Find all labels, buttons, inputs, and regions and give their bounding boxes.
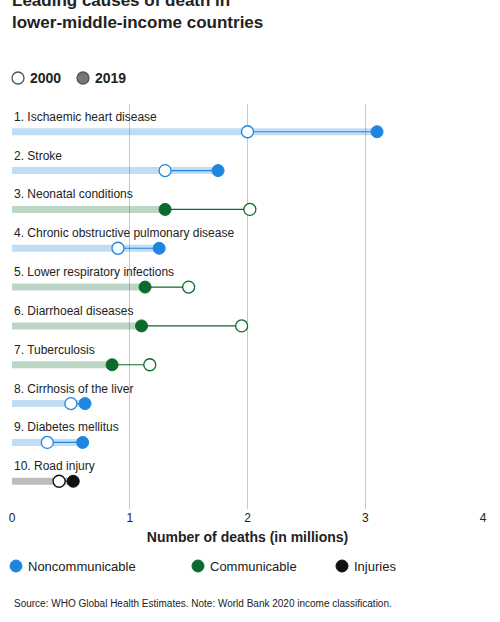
- svg-text:1. Ischaemic heart disease: 1. Ischaemic heart disease: [14, 110, 157, 124]
- svg-text:3. Neonatal conditions: 3. Neonatal conditions: [14, 187, 133, 201]
- svg-text:2000: 2000: [30, 70, 61, 86]
- svg-text:2019: 2019: [95, 70, 126, 86]
- svg-text:4: 4: [480, 511, 487, 525]
- svg-text:2: 2: [244, 511, 251, 525]
- svg-text:7. Tuberculosis: 7. Tuberculosis: [14, 343, 95, 357]
- svg-text:9. Diabetes mellitus: 9. Diabetes mellitus: [14, 420, 119, 434]
- svg-text:Injuries: Injuries: [354, 559, 396, 574]
- svg-text:8. Cirrhosis of the liver: 8. Cirrhosis of the liver: [14, 382, 133, 396]
- svg-text:10. Road injury: 10. Road injury: [14, 459, 95, 473]
- svg-text:Leading causes of death inlowe: Leading causes of death inlower-middle-i…: [12, 0, 263, 32]
- svg-text:0: 0: [9, 511, 16, 525]
- svg-text:4. Chronic obstructive pulmona: 4. Chronic obstructive pulmonary disease: [14, 226, 234, 240]
- svg-text:1: 1: [126, 511, 133, 525]
- svg-text:Source: WHO Global Health Esti: Source: WHO Global Health Estimates. Not…: [14, 598, 392, 609]
- svg-text:5. Lower respiratory infection: 5. Lower respiratory infections: [14, 265, 174, 279]
- svg-text:6. Diarrhoeal diseases: 6. Diarrhoeal diseases: [14, 304, 133, 318]
- svg-text:Communicable: Communicable: [210, 559, 297, 574]
- svg-text:Number of deaths (in millions): Number of deaths (in millions): [147, 529, 348, 545]
- svg-text:3: 3: [362, 511, 369, 525]
- svg-text:Noncommunicable: Noncommunicable: [28, 559, 136, 574]
- svg-text:2. Stroke: 2. Stroke: [14, 149, 62, 163]
